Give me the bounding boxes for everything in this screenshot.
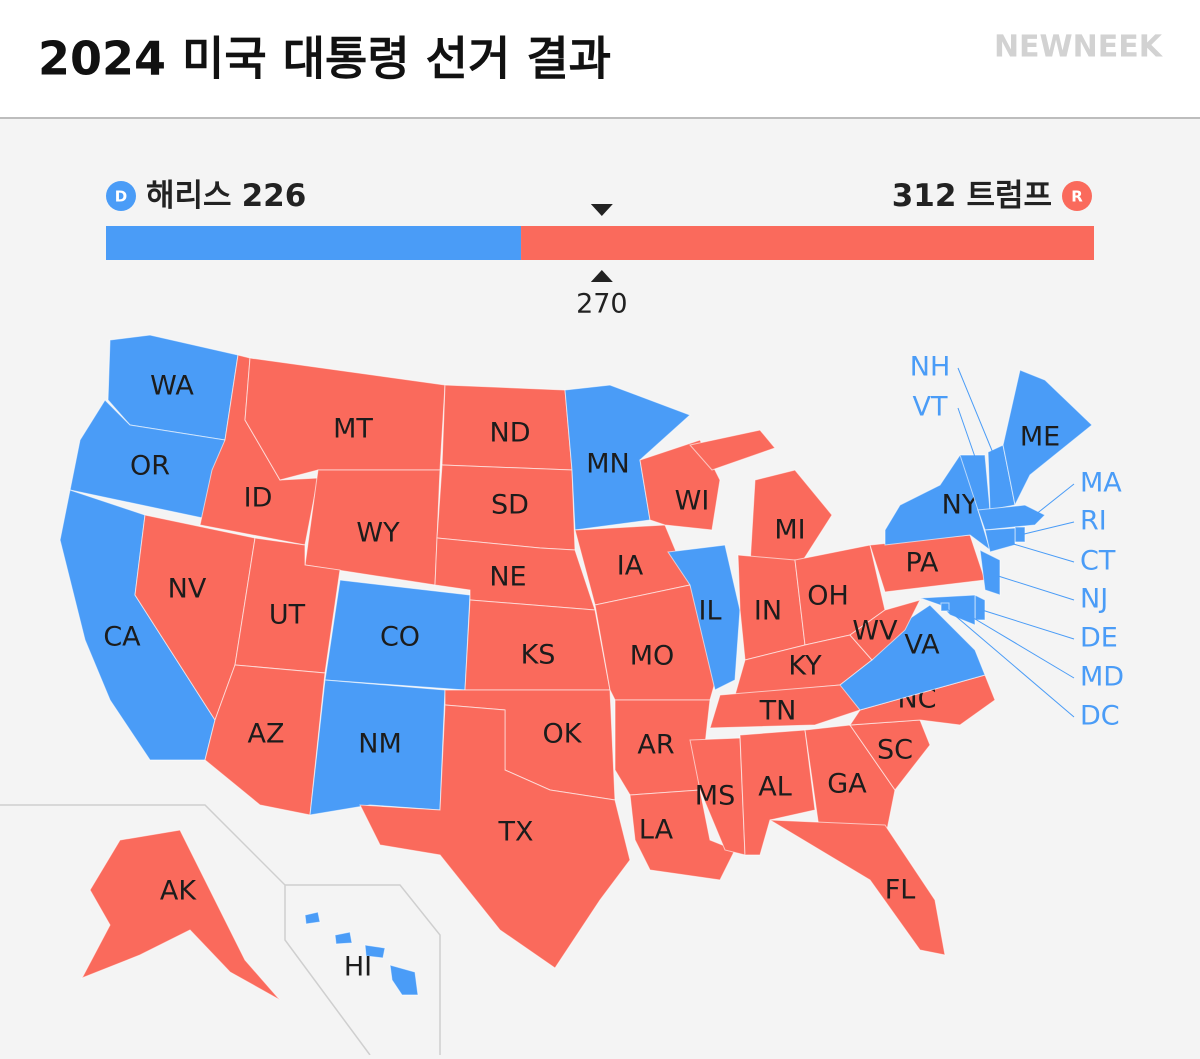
state (204, 664, 326, 816)
state-label: WV (852, 616, 898, 647)
state-label: DC (1080, 701, 1120, 732)
threshold-marker (590, 204, 613, 216)
badge-text: D (115, 188, 127, 206)
state (804, 724, 896, 841)
state-label: WY (356, 518, 400, 549)
state-label: MT (333, 414, 373, 445)
state-label: RI (1080, 506, 1107, 537)
state-label: IA (617, 551, 644, 582)
state-label: ID (244, 483, 273, 514)
leader-line (981, 609, 1075, 640)
state-label: MS (695, 781, 735, 812)
state-label: KY (788, 651, 822, 682)
state-label: NM (358, 729, 402, 760)
candidate-total: 해리스 226 (146, 178, 306, 214)
candidate-total: 312 트럼프 (892, 178, 1052, 214)
state-label: TN (759, 696, 797, 727)
state-label: NV (168, 574, 207, 605)
state-label: SD (491, 490, 529, 521)
leader-line (994, 574, 1075, 601)
state-label: GA (827, 769, 867, 800)
state (977, 504, 1046, 531)
state-label: AZ (248, 719, 285, 750)
leader-line (957, 367, 1001, 471)
state-label: LA (639, 815, 674, 846)
candidate-name: 트럼프 (966, 178, 1052, 214)
state-label: KS (521, 640, 556, 671)
state-label: OK (543, 719, 583, 750)
state-label: MA (1080, 468, 1122, 499)
state-label: CO (380, 622, 420, 653)
state-label: WA (150, 371, 194, 402)
threshold-marker (590, 270, 613, 282)
state-label: TX (498, 817, 534, 848)
state (974, 594, 986, 621)
title: 2024 미국 대통령 선거 결과 (38, 32, 611, 86)
state-label: NJ (1080, 584, 1108, 615)
state (769, 819, 946, 956)
state-label: ME (1020, 422, 1060, 453)
state (1002, 369, 1093, 507)
candidate-votes: 312 (892, 178, 957, 214)
party-badge (106, 181, 136, 211)
leader-line (957, 407, 984, 481)
leader-line (1019, 521, 1075, 536)
state (689, 737, 746, 856)
leader-line (944, 606, 1075, 718)
state (849, 599, 921, 661)
state-label: HI (344, 952, 372, 983)
state-label: AL (758, 772, 792, 803)
state-label: IN (754, 596, 782, 627)
state-label: SC (877, 735, 913, 766)
state (304, 911, 419, 996)
state-label: AR (637, 730, 674, 761)
state (639, 439, 721, 531)
leader-line (999, 539, 1075, 563)
state-label: PA (905, 548, 939, 579)
inset-border (0, 804, 286, 905)
state-label: MO (630, 641, 675, 672)
state-label: MI (774, 515, 805, 546)
state-label: OR (130, 451, 170, 482)
leader-line (1034, 483, 1075, 516)
state (979, 549, 1001, 596)
party-badge (1062, 181, 1092, 211)
leader-line (964, 612, 1075, 679)
state-label: NE (489, 562, 526, 593)
state-label: WI (675, 486, 710, 517)
state-label: OH (807, 581, 849, 612)
state-label: NH (910, 352, 951, 383)
state-label: CT (1080, 546, 1116, 577)
inset-border (284, 905, 371, 1056)
brand: NEWNEEK (994, 30, 1164, 65)
candidate-name: 해리스 (146, 178, 232, 214)
state-label: FL (885, 875, 916, 906)
state-label: ND (490, 418, 531, 449)
state (667, 544, 741, 691)
inset-border (285, 884, 441, 1055)
state-label: AK (160, 876, 197, 907)
state-label: UT (269, 600, 306, 631)
threshold-label: 270 (576, 289, 628, 320)
state-label: IL (698, 596, 721, 627)
state-label: CA (103, 622, 141, 653)
state (629, 789, 736, 881)
state-label: DE (1080, 623, 1118, 654)
state-label: MN (586, 449, 630, 480)
state (689, 429, 833, 566)
tally-bar (106, 226, 522, 260)
badge-text: R (1071, 188, 1083, 206)
tally-bar (521, 226, 1094, 260)
candidate-votes: 226 (242, 178, 307, 214)
state-label: VT (913, 392, 948, 423)
state (80, 829, 281, 1001)
state-label: VA (904, 630, 940, 661)
state-label: MD (1080, 662, 1124, 693)
header-bg (0, 0, 1200, 118)
state (359, 704, 631, 969)
